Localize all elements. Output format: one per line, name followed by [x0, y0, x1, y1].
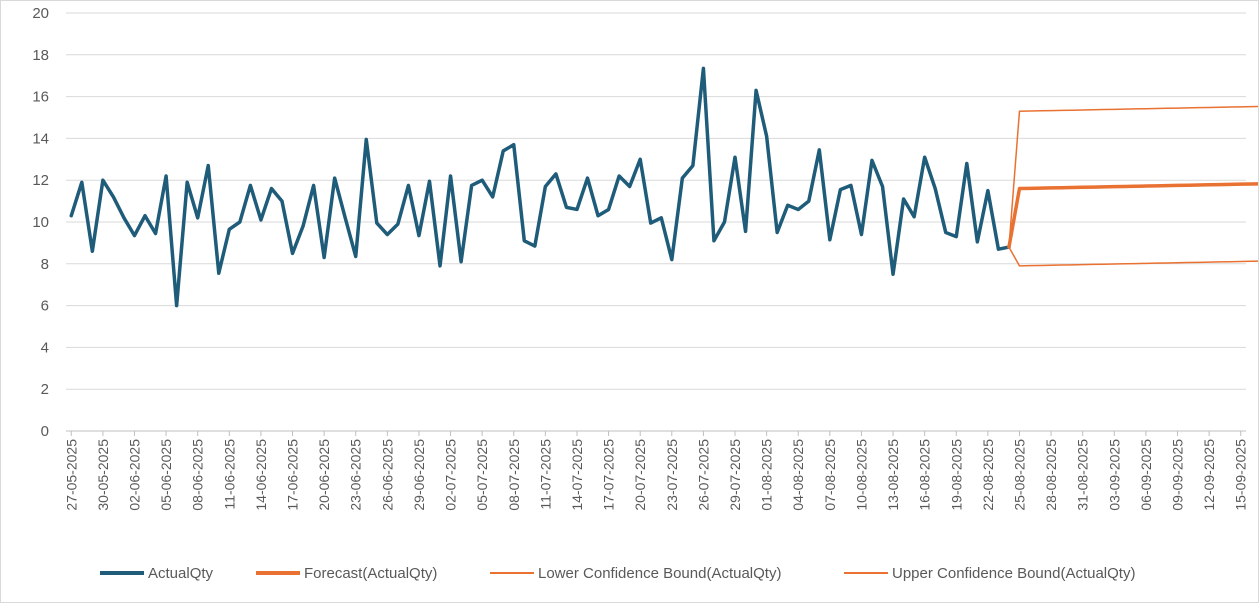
- series-upper-bound-line: [1008, 105, 1259, 248]
- x-tick-label: 23-07-2025: [664, 439, 680, 511]
- x-tick-label: 17-06-2025: [285, 439, 301, 511]
- x-tick-label: 10-08-2025: [853, 439, 869, 511]
- x-tick-label: 02-06-2025: [126, 439, 142, 511]
- x-tick-label: 14-07-2025: [569, 439, 585, 511]
- x-tick-label: 16-08-2025: [917, 439, 933, 511]
- x-tick-label: 06-09-2025: [1138, 439, 1154, 511]
- x-tick-label: 08-06-2025: [190, 439, 206, 511]
- x-tick-label: 11-07-2025: [537, 439, 553, 510]
- x-tick-label: 28-08-2025: [1043, 439, 1059, 511]
- y-tick-label: 6: [41, 298, 49, 315]
- legend-label-forecast: Forecast(ActualQty): [304, 564, 438, 582]
- legend-swatch-actual: [100, 571, 144, 575]
- x-tick-label: 14-06-2025: [253, 439, 269, 511]
- x-tick-label: 07-08-2025: [822, 439, 838, 511]
- legend-label-lower-bound: Lower Confidence Bound(ActualQty): [538, 564, 782, 582]
- x-tick-label: 17-07-2025: [601, 439, 617, 511]
- x-tick-label: 11-06-2025: [221, 439, 237, 510]
- x-tick-label: 15-09-2025: [1233, 439, 1249, 511]
- line-chart: 0 2 4 6 8 10 12 14 16 18 20 27-05-2025 30-05-2025 02…: [32, 5, 1259, 511]
- y-tick-label: 8: [41, 256, 49, 273]
- y-tick-label: 2: [41, 381, 49, 398]
- x-tick-label: 23-06-2025: [348, 439, 364, 511]
- x-tick-label: 09-09-2025: [1170, 439, 1186, 511]
- legend-swatch-lower-bound: [490, 572, 534, 574]
- x-tick-label: 05-06-2025: [158, 439, 174, 511]
- y-tick-label: 0: [41, 423, 49, 440]
- legend: ActualQty Forecast(ActualQty) Lower Conf…: [0, 560, 1259, 586]
- x-tick-label: 31-08-2025: [1075, 439, 1091, 511]
- x-tick-label: 12-09-2025: [1201, 439, 1217, 511]
- legend-item-upper-bound: Upper Confidence Bound(ActualQty): [844, 560, 1135, 586]
- x-tick-label: 02-07-2025: [443, 439, 459, 511]
- x-tick-label: 26-06-2025: [379, 439, 395, 511]
- x-tick-label: 03-09-2025: [1106, 439, 1122, 511]
- legend-swatch-upper-bound: [844, 572, 888, 574]
- x-tick-label: 13-08-2025: [885, 439, 901, 511]
- legend-item-actual: ActualQty: [100, 560, 213, 586]
- series-actual-line: [69, 66, 1011, 308]
- x-tick-label: 08-07-2025: [506, 439, 522, 511]
- x-tick-label: 27-05-2025: [63, 439, 79, 511]
- legend-label-actual: ActualQty: [148, 564, 214, 582]
- x-tick-label: 20-06-2025: [316, 439, 332, 511]
- y-tick-label: 14: [32, 130, 49, 147]
- y-axis-ticks: 0 2 4 6 8 10 12 14 16 18 20: [32, 5, 49, 440]
- series-forecast-line: [1007, 182, 1259, 249]
- series-lines: [69, 66, 1259, 308]
- y-tick-label: 16: [32, 89, 49, 106]
- y-tick-label: 4: [41, 339, 49, 356]
- x-tick-label: 22-08-2025: [980, 439, 996, 511]
- x-tick-label: 19-08-2025: [948, 439, 964, 511]
- y-tick-label: 20: [32, 5, 49, 22]
- legend-item-forecast: Forecast(ActualQty): [256, 560, 437, 586]
- x-tick-label: 30-05-2025: [95, 439, 111, 511]
- x-tick-label: 25-08-2025: [1011, 439, 1027, 511]
- y-tick-label: 10: [32, 214, 49, 231]
- x-tick-label: 01-08-2025: [759, 439, 775, 511]
- x-tick-label: 26-07-2025: [695, 439, 711, 511]
- x-tick-label: 04-08-2025: [790, 439, 806, 511]
- x-tick-label: 20-07-2025: [632, 439, 648, 511]
- series-lower-bound-line: [1008, 246, 1259, 267]
- legend-swatch-forecast: [256, 571, 300, 575]
- x-tick-label: 05-07-2025: [474, 439, 490, 511]
- legend-item-lower-bound: Lower Confidence Bound(ActualQty): [490, 560, 781, 586]
- x-tick-label: 29-07-2025: [727, 439, 743, 511]
- y-tick-label: 18: [32, 47, 49, 64]
- x-axis-ticks: 27-05-2025 30-05-2025 02-06-2025 05-06-2025…: [63, 431, 1249, 511]
- legend-label-upper-bound: Upper Confidence Bound(ActualQty): [892, 564, 1136, 582]
- x-tick-label: 29-06-2025: [411, 439, 427, 511]
- y-tick-label: 12: [32, 172, 49, 189]
